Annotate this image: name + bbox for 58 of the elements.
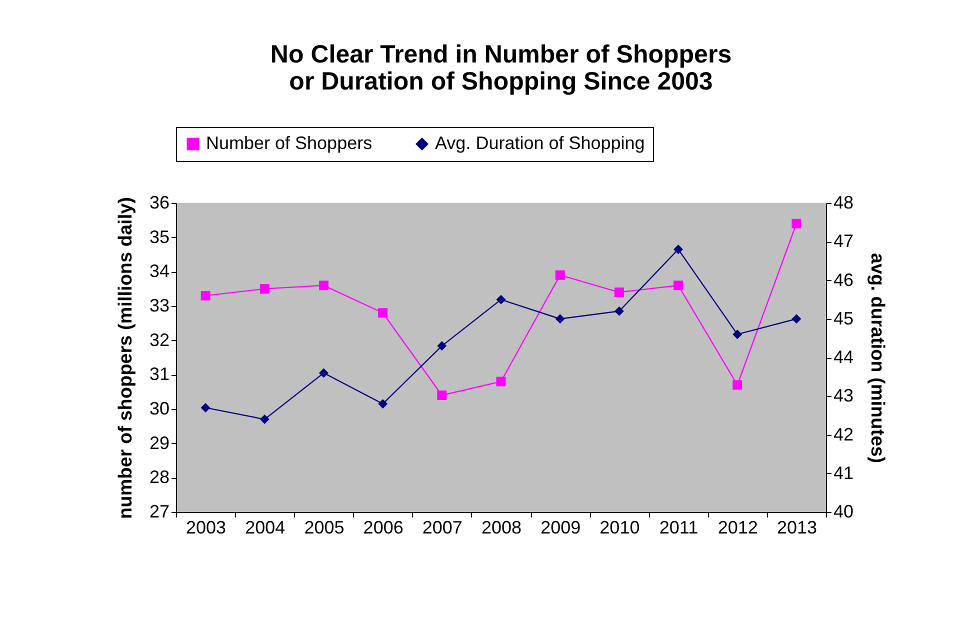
x-tick-label: 2003	[186, 518, 226, 538]
point	[674, 244, 684, 254]
text: No Clear Trend in Number of Shoppers	[270, 40, 732, 68]
point	[318, 368, 328, 378]
y2-axis-title: avg. duration (minutes)	[866, 252, 888, 464]
text: or Duration of Shopping Since 2003	[289, 68, 713, 96]
point	[200, 290, 210, 300]
y-tick-label: 29	[149, 432, 170, 453]
y2-tick-label: 43	[834, 386, 854, 406]
y-tick-label: 33	[149, 296, 170, 316]
point	[792, 314, 802, 324]
point	[378, 399, 388, 409]
point	[732, 330, 742, 340]
y-tick-label: 32	[149, 330, 170, 350]
point	[260, 284, 270, 294]
x-tick-label: 2008	[481, 518, 522, 538]
x-tick-label: 2013	[776, 518, 817, 538]
y-tick-label: 28	[149, 467, 170, 488]
y-tick-label: 36	[149, 192, 170, 212]
point	[555, 270, 565, 280]
point	[378, 308, 388, 318]
point	[496, 294, 506, 304]
point	[496, 376, 506, 386]
legend-label: Avg. Duration of Shopping	[435, 133, 645, 153]
x-tick-label: 2004	[245, 518, 286, 538]
point	[318, 280, 328, 290]
y-axis-title: number of shoppers (millions daily)	[115, 197, 136, 519]
point	[200, 402, 210, 412]
x-tick-label: 2011	[659, 518, 698, 538]
x-tick-label: 2010	[600, 518, 640, 538]
y2-tick-label: 42	[834, 424, 854, 444]
y2-tick-label: 47	[834, 231, 854, 252]
y2-tick-label: 44	[834, 347, 854, 367]
y-tick-label: 34	[149, 261, 170, 282]
y2-tick-label: 48	[834, 192, 854, 212]
y2-tick-label: 40	[834, 502, 854, 522]
point	[614, 306, 624, 316]
point	[792, 218, 802, 228]
x-tick-label: 2006	[363, 518, 404, 538]
point	[437, 341, 447, 351]
x-tick-label: 2009	[540, 518, 581, 538]
y-tick-label: 31	[149, 364, 170, 384]
y2-tick-label: 45	[834, 308, 854, 328]
point	[437, 390, 447, 400]
point	[614, 288, 624, 298]
y-tick-label: 27	[149, 502, 170, 522]
point	[732, 380, 742, 390]
y2-tick-label: 46	[834, 270, 854, 290]
legend-label: Number of Shoppers	[206, 133, 372, 153]
y2-tick-label: 41	[834, 462, 854, 483]
x-tick-label: 2007	[422, 518, 462, 538]
point	[674, 280, 684, 290]
point	[260, 414, 270, 424]
x-tick-label: 2012	[718, 518, 758, 538]
y-tick-label: 35	[149, 226, 170, 247]
x-tick-label: 2005	[304, 518, 344, 538]
y-tick-label: 30	[149, 398, 170, 418]
point	[555, 314, 565, 324]
